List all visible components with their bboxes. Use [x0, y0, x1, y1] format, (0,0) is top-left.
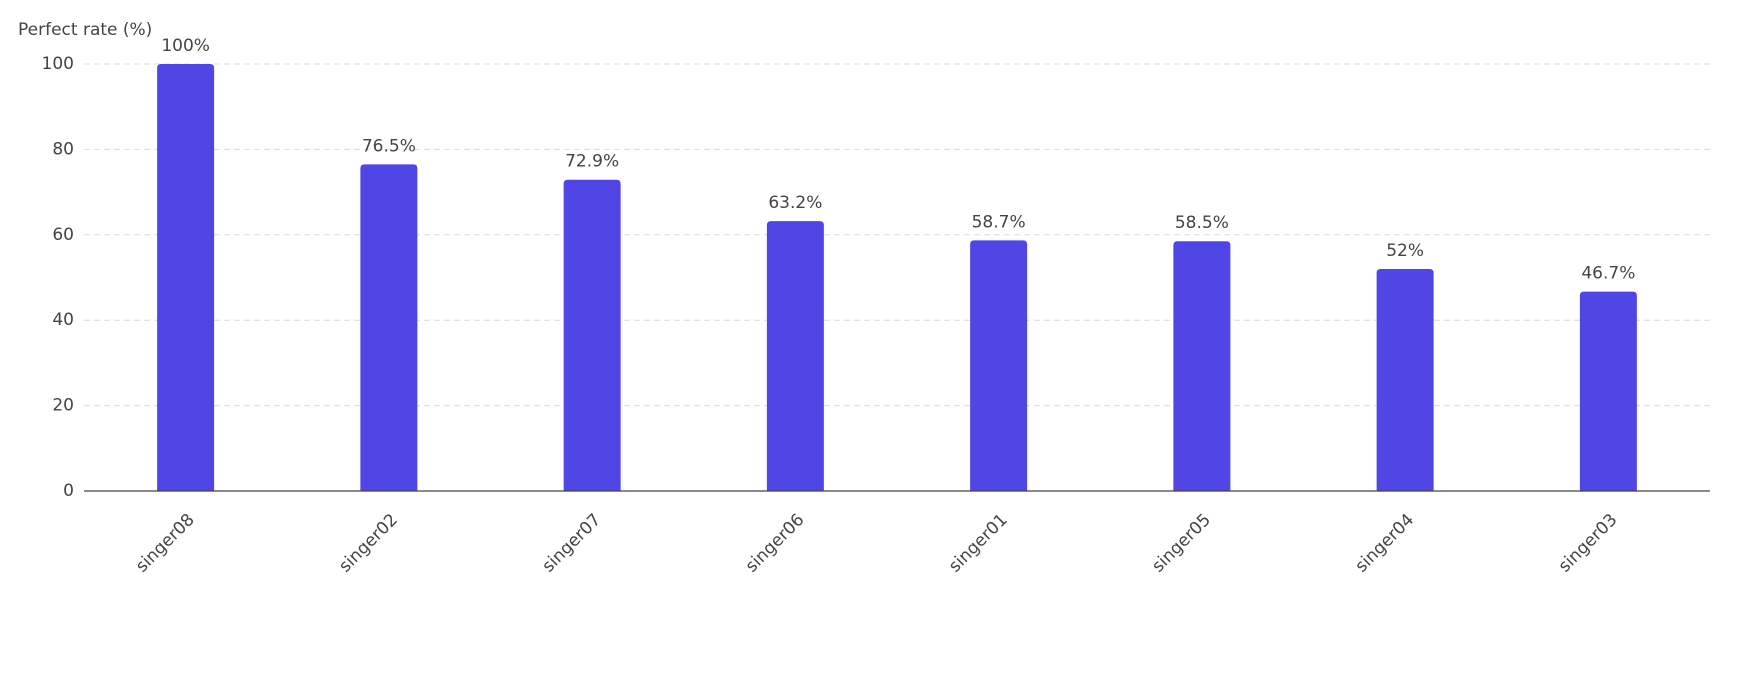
bar: [1579, 291, 1637, 491]
bar: [1173, 241, 1231, 491]
bar: [1376, 268, 1434, 491]
value-label: 52%: [1386, 241, 1424, 261]
y-tick-label: 60: [52, 225, 74, 245]
y-tick-label: 0: [63, 481, 74, 501]
y-tick-label: 80: [52, 139, 74, 159]
value-label: 46.7%: [1581, 264, 1635, 284]
x-tick-label: singer03: [1555, 510, 1622, 577]
x-tick-label: singer06: [742, 510, 809, 577]
bar: [970, 240, 1028, 491]
y-axis-title: Perfect rate (%): [18, 20, 152, 40]
x-tick-label: singer05: [1148, 510, 1215, 577]
value-label: 72.9%: [565, 152, 619, 172]
y-tick-label: 40: [52, 310, 74, 330]
value-label: 58.5%: [1175, 213, 1229, 233]
value-label: 63.2%: [768, 193, 822, 213]
y-tick-label: 20: [52, 396, 74, 416]
value-label: 58.7%: [972, 212, 1026, 232]
x-tick-label: singer08: [132, 510, 199, 577]
value-label: 100%: [161, 36, 210, 56]
value-label: 76.5%: [362, 136, 416, 156]
y-tick-label: 100: [42, 54, 74, 74]
x-tick-label: singer02: [335, 510, 402, 577]
bar: [360, 164, 418, 491]
x-tick-label: singer04: [1352, 510, 1419, 577]
bar: [766, 221, 824, 492]
x-tick-label: singer07: [539, 510, 606, 577]
x-tick-label: singer01: [945, 510, 1012, 577]
bar: [157, 64, 215, 491]
bar: [563, 179, 621, 492]
